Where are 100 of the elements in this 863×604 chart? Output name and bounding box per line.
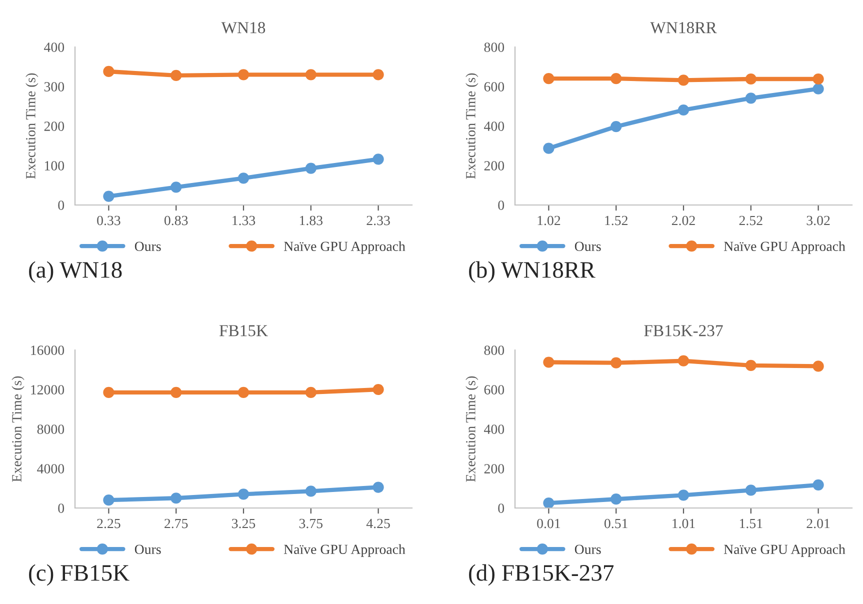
- y-tick-label: 200: [484, 161, 504, 170]
- point: [812, 83, 824, 94]
- point: [812, 479, 824, 490]
- point: [812, 73, 824, 85]
- x-tick-label: 3.02: [806, 216, 830, 226]
- chart-title: WN18RR: [650, 22, 717, 34]
- point: [170, 492, 182, 504]
- point: [543, 356, 554, 368]
- y-tick-label: 0: [498, 200, 504, 210]
- point: [372, 482, 384, 493]
- point: [610, 357, 622, 368]
- x-tick-label: 0.33: [97, 216, 120, 226]
- point: [372, 384, 384, 396]
- point: [610, 73, 622, 84]
- point: [372, 154, 384, 165]
- y-axis-title: Execution Time (s): [12, 376, 24, 482]
- point: [678, 104, 690, 116]
- y-tick-label: 200: [44, 122, 64, 131]
- chart-title: FB15K-237: [644, 325, 723, 336]
- point: [170, 70, 182, 81]
- legend-label: Naïve GPU Approach: [284, 241, 406, 254]
- y-tick-label: 800: [484, 346, 504, 355]
- x-tick-label: 0.51: [604, 518, 628, 528]
- point: [543, 142, 554, 154]
- y-tick-label: 0: [58, 200, 64, 210]
- point: [305, 69, 316, 80]
- x-tick-label: 0.83: [164, 216, 188, 226]
- chart-title: WN18: [221, 22, 266, 34]
- y-tick-label: 800: [484, 42, 504, 52]
- legend-label: Naïve GPU Approach: [724, 241, 846, 254]
- point: [610, 494, 622, 505]
- point: [678, 355, 690, 366]
- point: [305, 386, 316, 398]
- legend-label: Naïve GPU Approach: [724, 544, 846, 557]
- x-tick-label: 3.25: [232, 518, 256, 528]
- x-tick-label: 1.52: [605, 216, 628, 226]
- y-tick-label: 400: [484, 122, 504, 131]
- chart-title: FB15K: [219, 325, 268, 336]
- y-tick-label: 16000: [31, 346, 64, 355]
- y-axis-title: Execution Time (s): [26, 73, 38, 179]
- point: [103, 386, 114, 398]
- y-tick-label: 300: [44, 82, 64, 92]
- point: [238, 69, 250, 80]
- y-axis-title: Execution Time (s): [466, 73, 478, 179]
- x-tick-label: 4.25: [366, 518, 390, 528]
- legend-label: Naïve GPU Approach: [284, 544, 406, 557]
- point: [305, 486, 316, 497]
- point: [103, 494, 114, 506]
- y-tick-label: 0: [498, 504, 504, 513]
- point: [238, 386, 250, 398]
- y-tick-label: 0: [58, 504, 64, 513]
- text: (c) FB15K: [29, 564, 130, 586]
- point: [170, 386, 182, 398]
- x-tick-label: 1.02: [538, 216, 560, 226]
- y-tick-label: 4000: [37, 464, 64, 474]
- point: [745, 92, 756, 104]
- y-tick-label: 600: [484, 385, 504, 394]
- y-tick-label: 400: [484, 424, 504, 434]
- y-tick-label: 400: [44, 42, 64, 52]
- point: [678, 490, 690, 501]
- point: [543, 73, 554, 84]
- text: (b) WN18RR: [469, 261, 596, 283]
- x-tick-label: 1.51: [740, 518, 762, 528]
- x-tick-label: 2.01: [806, 518, 830, 528]
- x-tick-label: 2.02: [672, 216, 695, 226]
- y-tick-label: 8000: [37, 424, 64, 434]
- point: [678, 74, 690, 86]
- legend-label: Ours: [574, 242, 601, 252]
- y-tick-label: 100: [44, 161, 64, 170]
- x-tick-label: 1.33: [232, 216, 256, 226]
- point: [543, 498, 554, 508]
- point: [103, 66, 114, 78]
- y-tick-label: 600: [484, 82, 504, 92]
- point: [238, 488, 250, 500]
- x-tick-label: 2.25: [97, 518, 120, 528]
- y-tick-label: 200: [484, 464, 504, 474]
- point: [103, 190, 114, 202]
- x-tick-label: 2.33: [366, 216, 390, 226]
- x-tick-label: 2.75: [164, 518, 188, 528]
- point: [238, 172, 250, 184]
- x-tick-label: 0.01: [537, 518, 560, 528]
- x-tick-label: 1.01: [672, 518, 695, 528]
- x-tick-label: 1.83: [300, 216, 323, 226]
- legend-label: Ours: [134, 544, 161, 554]
- y-axis-title: Execution Time (s): [466, 376, 478, 482]
- legend-label: Ours: [134, 242, 161, 252]
- point: [305, 162, 316, 174]
- point: [745, 360, 756, 371]
- point: [610, 121, 622, 132]
- y-tick-label: 12000: [31, 385, 64, 394]
- point: [170, 182, 182, 193]
- legend-label: Ours: [574, 544, 601, 554]
- x-tick-label: 3.75: [299, 518, 323, 528]
- point: [372, 69, 384, 80]
- point: [745, 73, 756, 85]
- text: (a) WN18: [29, 261, 122, 283]
- text: (d) FB15K-237: [469, 564, 614, 586]
- point: [812, 360, 824, 372]
- point: [745, 484, 756, 496]
- x-tick-label: 2.52: [739, 216, 762, 226]
